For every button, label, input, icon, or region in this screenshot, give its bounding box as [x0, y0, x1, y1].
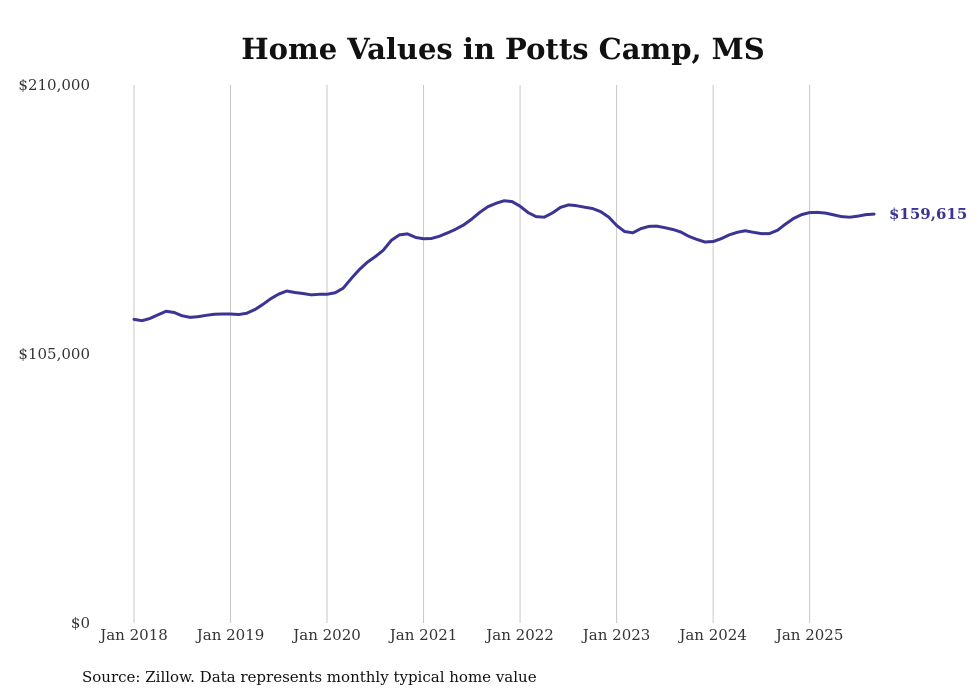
- x-tick-label: Jan 2023: [581, 626, 651, 644]
- y-tick-label: $105,000: [18, 345, 90, 363]
- chart-title: Home Values in Potts Camp, MS: [241, 32, 764, 66]
- x-axis-tick-labels: Jan 2018 Jan 2019 Jan 2020 Jan 2021 Jan 2022…: [98, 626, 843, 644]
- x-tick-label: Jan 2021: [388, 626, 458, 644]
- x-tick-label: Jan 2019: [195, 626, 265, 644]
- vertical-gridlines: [133, 85, 811, 623]
- x-tick-label: Jan 2018: [98, 626, 168, 644]
- source-note: Source: Zillow. Data represents monthly …: [82, 668, 537, 686]
- series-line-home-value: [132, 199, 876, 323]
- x-tick-label: Jan 2020: [291, 626, 361, 644]
- y-tick-label: $0: [71, 614, 90, 632]
- x-tick-label: Jan 2025: [774, 626, 844, 644]
- last-value-label: $159,615: [889, 205, 967, 223]
- y-tick-label: $210,000: [18, 76, 90, 94]
- y-axis-tick-labels: $0 $105,000 $210,000: [18, 76, 90, 632]
- x-tick-label: Jan 2022: [484, 626, 554, 644]
- x-tick-label: Jan 2024: [677, 626, 747, 644]
